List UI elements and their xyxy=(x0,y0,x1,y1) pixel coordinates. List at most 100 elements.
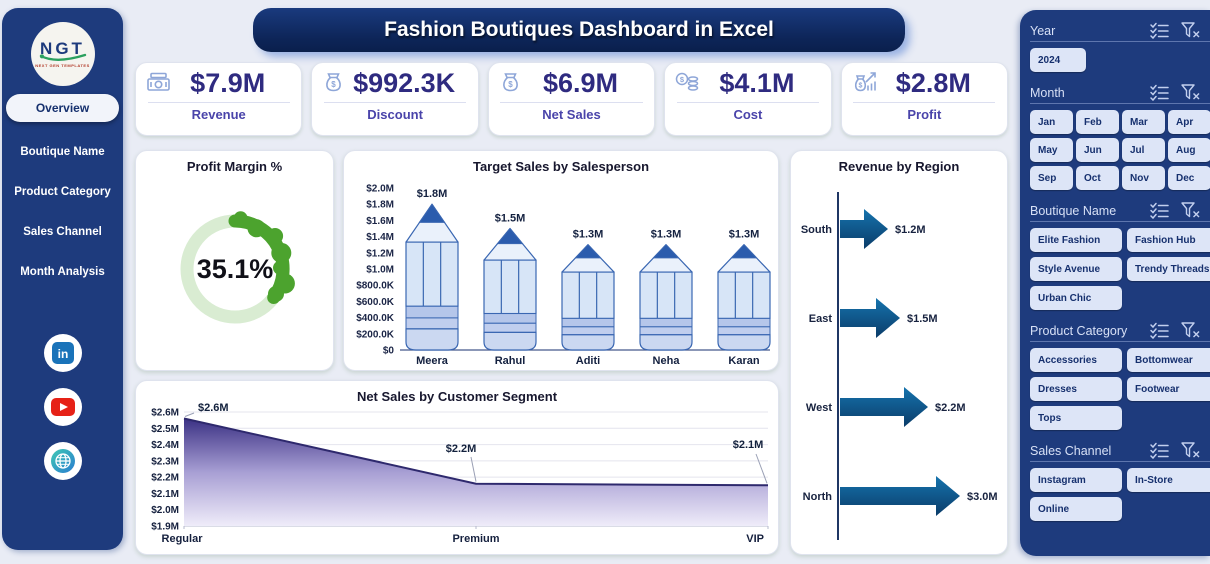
sidebar-item-boutique-name[interactable]: Boutique Name xyxy=(20,146,105,158)
slicer-month: Month Jan Feb Mar Apr May Jun Jul Aug Sep Oct Nov De… xyxy=(1030,82,1210,190)
pencil-bar-rahul: $1.5M Rahul xyxy=(483,213,537,367)
kpi-card-revenue: $7.9M Revenue xyxy=(135,62,303,136)
slicer-option-aug[interactable]: Aug xyxy=(1168,138,1210,162)
youtube-icon xyxy=(50,396,76,418)
slicer-option-oct[interactable]: Oct xyxy=(1076,166,1119,190)
slicer-option-accessories[interactable]: Accessories xyxy=(1030,348,1122,372)
clear-filter-icon[interactable] xyxy=(1181,442,1200,459)
clear-filter-icon[interactable] xyxy=(1181,84,1200,101)
svg-text:$1.9M: $1.9M xyxy=(151,522,179,533)
svg-text:$1.8M: $1.8M xyxy=(417,188,448,200)
slicer-option-fashion-hub[interactable]: Fashion Hub xyxy=(1127,228,1210,252)
multi-select-icon[interactable] xyxy=(1149,322,1169,339)
multi-select-icon[interactable] xyxy=(1149,202,1169,219)
multi-select-icon[interactable] xyxy=(1149,84,1169,101)
clear-filter-icon[interactable] xyxy=(1181,322,1200,339)
slicer-option-jun[interactable]: Jun xyxy=(1076,138,1119,162)
arrow-bar-south: South $1.2M xyxy=(801,209,926,249)
svg-text:$1.3M: $1.3M xyxy=(573,229,604,241)
slicer-option-style-avenue[interactable]: Style Avenue xyxy=(1030,257,1122,281)
clear-filter-icon[interactable] xyxy=(1181,202,1200,219)
svg-text:$600.0K: $600.0K xyxy=(356,297,395,308)
slicer-option-dresses[interactable]: Dresses xyxy=(1030,377,1122,401)
svg-text:Rahul: Rahul xyxy=(495,355,526,367)
page-title-banner: Fashion Boutiques Dashboard in Excel xyxy=(253,8,905,52)
money-bag-icon: $ xyxy=(498,70,523,100)
svg-text:$: $ xyxy=(508,80,513,89)
sidebar-item-product-category[interactable]: Product Category xyxy=(14,186,111,198)
svg-text:$: $ xyxy=(680,75,685,84)
slicer-option-in-store[interactable]: In-Store xyxy=(1127,468,1210,492)
slicer-option-online[interactable]: Online xyxy=(1030,497,1122,521)
clear-filter-icon[interactable] xyxy=(1181,22,1200,39)
slicer-option-jan[interactable]: Jan xyxy=(1030,110,1073,134)
slicer-option-footwear[interactable]: Footwear xyxy=(1127,377,1210,401)
slicer-product-category: Product Category Accessories Bottomwear Dre… xyxy=(1030,320,1210,430)
slicer-option-urban-chic[interactable]: Urban Chic xyxy=(1030,286,1122,310)
slicer-panel: Year 2024 Month Jan Feb Mar Apr May Jun Jul Aug Sep… xyxy=(1020,10,1210,556)
svg-text:$1.2M: $1.2M xyxy=(895,224,926,236)
slicer-option-feb[interactable]: Feb xyxy=(1076,110,1119,134)
svg-text:$1.3M: $1.3M xyxy=(729,229,760,241)
sidebar-item-sales-channel[interactable]: Sales Channel xyxy=(23,226,102,238)
target-sales-pencil-chart: $2.0M $1.8M $1.6M $1.4M $1.2M $1.0M $800.0K $60… xyxy=(356,184,771,367)
svg-text:$2.4M: $2.4M xyxy=(151,440,179,451)
slicer-option-sep[interactable]: Sep xyxy=(1030,166,1073,190)
svg-text:VIP: VIP xyxy=(746,533,764,545)
multi-select-icon[interactable] xyxy=(1149,22,1169,39)
kpi-value: $992.3K xyxy=(353,68,456,98)
kpi-card-cost: $ $4.1M Cost xyxy=(664,62,832,136)
sidebar-nav: Overview Boutique Name Product Category Sal… xyxy=(2,94,123,306)
money-bag-chart-icon: $ xyxy=(851,70,878,100)
slicer-sales-channel: Sales Channel Instagram In-Store Online xyxy=(1030,440,1210,521)
kpi-value: $7.9M xyxy=(190,68,266,98)
slicer-title: Boutique Name xyxy=(1030,203,1117,218)
svg-text:$200.0K: $200.0K xyxy=(356,329,395,340)
svg-text:South: South xyxy=(801,224,832,236)
website-link[interactable] xyxy=(43,442,82,480)
svg-text:Aditi: Aditi xyxy=(576,355,600,367)
svg-text:$: $ xyxy=(332,80,337,89)
chart-title-net-sales: Net Sales by Customer Segment xyxy=(356,389,558,404)
sidebar-item-month-analysis[interactable]: Month Analysis xyxy=(20,266,105,278)
kpi-label: Profit xyxy=(907,107,942,122)
svg-text:35.1%: 35.1% xyxy=(197,254,274,284)
svg-text:$1.6M: $1.6M xyxy=(366,216,394,227)
logo-subtext: NEXT GEN TEMPLATES xyxy=(35,63,90,68)
svg-text:$400.0K: $400.0K xyxy=(356,313,395,324)
kpi-card-profit: $ $2.8M Profit xyxy=(840,62,1009,136)
page-title: Fashion Boutiques Dashboard in Excel xyxy=(384,18,774,41)
svg-text:$0: $0 xyxy=(383,346,395,357)
slicer-option-jul[interactable]: Jul xyxy=(1122,138,1165,162)
sidebar: NGT NEXT GEN TEMPLATES Overview Boutique … xyxy=(2,8,123,550)
svg-text:$1.4M: $1.4M xyxy=(366,232,394,243)
slicer-option-mar[interactable]: Mar xyxy=(1122,110,1165,134)
svg-text:$2.5M: $2.5M xyxy=(151,424,179,435)
slicer-option-instagram[interactable]: Instagram xyxy=(1030,468,1122,492)
slicer-option-dec[interactable]: Dec xyxy=(1168,166,1210,190)
kpi-divider xyxy=(323,102,467,103)
youtube-link[interactable] xyxy=(43,388,82,426)
sidebar-item-overview[interactable]: Overview xyxy=(6,94,119,122)
pencil-bar-meera: $1.8M Meera xyxy=(405,188,459,367)
kpi-label: Discount xyxy=(367,107,423,122)
multi-select-icon[interactable] xyxy=(1149,442,1169,459)
slicer-option-2024[interactable]: 2024 xyxy=(1030,48,1086,72)
logo: NGT NEXT GEN TEMPLATES xyxy=(30,22,95,86)
svg-text:in: in xyxy=(57,347,68,361)
slicer-option-may[interactable]: May xyxy=(1030,138,1073,162)
slicer-option-tops[interactable]: Tops xyxy=(1030,406,1122,430)
slicer-option-trendy-threads[interactable]: Trendy Threads xyxy=(1127,257,1210,281)
kpi-value: $2.8M xyxy=(895,68,971,98)
slicer-option-bottomwear[interactable]: Bottomwear xyxy=(1127,348,1210,372)
kpi-divider xyxy=(676,102,820,103)
slicer-option-apr[interactable]: Apr xyxy=(1168,110,1210,134)
svg-text:$2.6M: $2.6M xyxy=(198,402,229,414)
cash-stack-icon xyxy=(145,70,172,100)
slicer-option-nov[interactable]: Nov xyxy=(1122,166,1165,190)
svg-text:Premium: Premium xyxy=(452,533,499,545)
slicer-option-elite-fashion[interactable]: Elite Fashion xyxy=(1030,228,1122,252)
linkedin-link[interactable]: in xyxy=(43,334,82,372)
svg-text:$2.2M: $2.2M xyxy=(935,402,966,414)
svg-text:East: East xyxy=(809,313,833,325)
